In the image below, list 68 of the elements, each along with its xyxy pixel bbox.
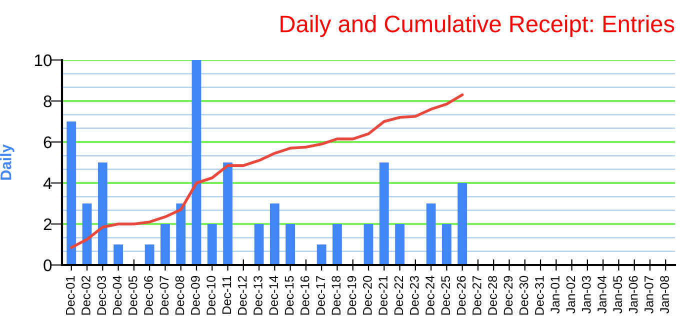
x-tick-label: Jan-01	[550, 276, 560, 314]
x-tick-label: Dec-23	[410, 276, 419, 315]
y-tick-label: 10	[35, 54, 52, 66]
x-tick-label: Dec-14	[269, 276, 278, 315]
y-tick-label: 8	[44, 95, 52, 108]
y-tick-label: 6	[44, 136, 52, 148]
bar	[207, 224, 217, 265]
bar	[364, 224, 374, 265]
bar	[254, 224, 264, 265]
bar	[442, 224, 452, 265]
x-tick-label: Dec-27	[472, 276, 482, 315]
x-tick-label: Jan-03	[582, 276, 591, 314]
x-tick-label: Dec-20	[363, 276, 372, 315]
bar	[160, 224, 170, 265]
x-tick-label: Dec-31	[535, 276, 544, 315]
x-tick-label: Dec-03	[97, 276, 106, 315]
bar	[176, 204, 186, 265]
x-tick-label: Dec-02	[82, 276, 90, 315]
x-tick-label: Dec-08	[175, 276, 184, 315]
bar	[426, 204, 436, 265]
y-axis-title: Daily	[0, 144, 14, 180]
x-tick-label: Dec-17	[316, 276, 325, 315]
x-tick-label: Dec-10	[206, 276, 216, 315]
bar	[192, 60, 202, 265]
bar	[98, 162, 108, 265]
x-tick-label: Dec-07	[160, 276, 169, 315]
x-tick-label: Jan-06	[628, 276, 638, 314]
line-series	[70, 93, 464, 249]
y-tick-label: 4	[43, 178, 52, 190]
y-tick-label: 2	[44, 218, 52, 230]
x-tick-label: Dec-16	[300, 276, 310, 315]
x-tick-label: Jan-08	[660, 276, 669, 314]
x-tick-label: Dec-11	[222, 276, 232, 314]
x-tick-label: Dec-06	[144, 276, 153, 315]
x-tick-label: Dec-24	[426, 276, 434, 315]
x-tick-label: Jan-04	[598, 276, 606, 314]
bar	[66, 122, 76, 265]
bar	[395, 224, 404, 265]
x-tick-label: Jan-05	[613, 276, 622, 314]
x-tick-label: Dec-04	[112, 276, 122, 315]
x-tick-label: Dec-28	[488, 276, 497, 315]
bar	[114, 244, 123, 265]
x-tick-label: Dec-15	[284, 276, 294, 315]
bar	[332, 224, 342, 265]
x-tick-label: Dec-12	[238, 276, 247, 315]
x-tick-label: Dec-05	[128, 276, 138, 315]
x-tick-label: Dec-22	[394, 276, 404, 315]
bar	[458, 183, 468, 265]
x-tick-label: Dec-18	[332, 276, 341, 315]
bar	[144, 244, 154, 265]
bar	[223, 162, 232, 265]
x-tick-label: Dec-25	[441, 276, 450, 315]
bar	[316, 244, 326, 265]
y-tick-label: 0	[44, 259, 52, 272]
x-tick-label: Dec-29	[504, 276, 513, 315]
chart-title: Daily and Cumulative Receipt: Entries	[280, 14, 674, 38]
bar	[286, 224, 296, 265]
x-tick-label: Jan-02	[566, 276, 576, 314]
x-tick-label: Jan-07	[644, 276, 654, 314]
x-tick-label: Dec-13	[254, 276, 262, 315]
x-tick-label: Dec-01	[66, 276, 75, 315]
bar	[270, 204, 280, 265]
x-tick-label: Dec-30	[519, 276, 528, 315]
x-tick-label: Dec-26	[456, 276, 466, 315]
x-tick-label: Dec-09	[190, 276, 200, 315]
x-tick-label: Dec-21	[378, 276, 388, 315]
bar	[379, 162, 389, 265]
x-tick-label: Dec-19	[347, 276, 356, 315]
